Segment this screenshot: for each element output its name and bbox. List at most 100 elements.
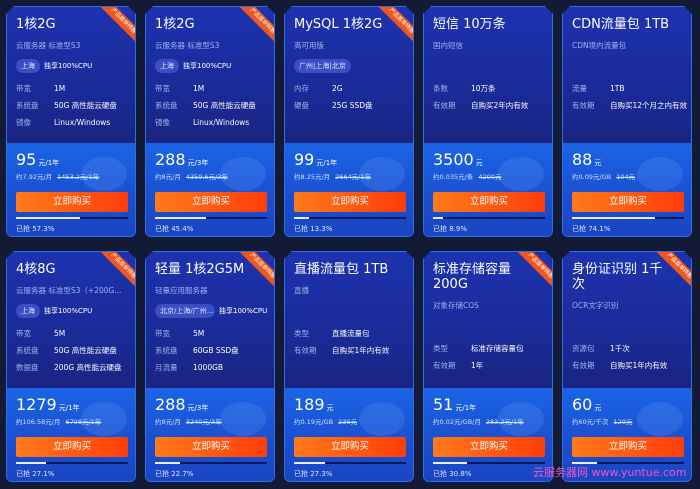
unit-price: 约7.92元/月 1453.2元/1年	[16, 173, 100, 181]
spec-value: 60GB SSD盘	[193, 346, 239, 355]
original-price: 6798元/1年	[65, 418, 102, 426]
original-price: 2664元/1年	[335, 173, 372, 181]
product-grid: 产品首单特惠 1核2G 云服务器 标准型S3 上海 独享100%CPU 带宽 1M 系统盘 50…	[6, 6, 692, 482]
spec-list: 类型 直播流量包 有效期 自购买1年内有效	[294, 322, 412, 356]
sold-progress-fill	[155, 462, 180, 464]
sold-percent: 已抢 22.7%	[155, 470, 194, 478]
region-tags	[294, 303, 412, 319]
buy-button[interactable]: 立即购买	[155, 437, 267, 457]
unit-price: 约0.09元/GB 104元	[572, 173, 636, 181]
product-card: CDN流量包 1TB CDN境内流量包 流量 1TB 有效期 自购买12个月之内有效 88 元…	[562, 6, 692, 237]
spec-row: 系统盘 50G 高性能云硬盘	[16, 100, 134, 111]
spec-label: 类型	[433, 344, 448, 353]
spec-row: 有效期 1年	[433, 360, 551, 371]
spec-value: 200G 高性能云硬盘	[54, 363, 122, 372]
spec-value: 标准存储容量包	[471, 344, 524, 353]
sold-percent: 已抢 13.3%	[294, 225, 333, 233]
price-unit: 元	[594, 404, 602, 412]
product-title: 短信 10万条	[433, 17, 506, 32]
original-price: 283.2元/1年	[485, 418, 524, 426]
buy-button[interactable]: 立即购买	[433, 192, 545, 212]
price: 95 元/1年	[16, 150, 59, 169]
spec-value: 1000GB	[193, 363, 224, 372]
buy-button[interactable]: 立即购买	[433, 437, 545, 457]
cloud-icon	[220, 157, 266, 191]
spec-label: 镜像	[16, 118, 31, 127]
region-tags	[433, 58, 551, 74]
sold-progress-bar	[155, 217, 267, 219]
sold-progress-fill	[433, 462, 467, 464]
product-card: 产品首单特惠 MySQL 1核2G 高可用版 广州|上海|北京 内存 2G 硬盘 25G SS…	[284, 6, 414, 237]
product-subtitle: OCR文字识别	[572, 301, 619, 310]
spec-row: 系统盘 50G 高性能云硬盘	[155, 100, 273, 111]
spec-row: 类型 直播流量包	[294, 328, 412, 339]
region-tags	[572, 58, 690, 74]
spec-value: 自购买12个月之内有效	[610, 101, 688, 110]
watermark: 云服务器网 www.yuntue.com	[533, 466, 687, 479]
buy-button[interactable]: 立即购买	[572, 192, 684, 212]
region-tag[interactable]: 上海	[16, 304, 40, 318]
region-tag[interactable]: 北京/上海/广州...	[155, 304, 215, 318]
unit-price: 约106.58元/月 6798元/1年	[16, 418, 102, 426]
buy-button[interactable]: 立即购买	[155, 192, 267, 212]
unit-price: 约8元/月 3240元/3年	[155, 418, 222, 426]
region-tag[interactable]: 广州|上海|北京	[294, 59, 351, 73]
region-tags: 北京/上海/广州... 独享100%CPU	[155, 303, 273, 319]
unit-price: 约8.25元/月 2664元/1年	[294, 173, 372, 181]
spec-value: 2G	[332, 84, 343, 93]
sold-progress-fill	[572, 217, 655, 219]
card-header: 短信 10万条 国内短信 条数 10万条 有效期 自购买2年内有效	[433, 17, 551, 111]
product-title: 直播流量包 1TB	[294, 262, 389, 277]
cloud-icon	[359, 157, 405, 191]
price-unit: 元/1年	[316, 159, 338, 167]
spec-list: 条数 10万条 有效期 自购买2年内有效	[433, 77, 551, 111]
buy-button[interactable]: 立即购买	[16, 192, 128, 212]
price-amount: 60	[572, 395, 593, 414]
unit-price: 约60元/千次 120元	[572, 418, 633, 426]
cpu-note: 独享100%CPU	[219, 307, 268, 315]
price: 88 元	[572, 150, 601, 169]
card-header: 1核2G 云服务器 标准型S3 上海 独享100%CPU 带宽 1M 系统盘 50G 高性能云…	[16, 17, 134, 128]
product-subtitle: 云服务器 标准型S3	[155, 41, 220, 50]
price-panel	[146, 143, 274, 236]
spec-row: 资源包 1千次	[572, 343, 690, 354]
product-title: CDN流量包 1TB	[572, 17, 670, 32]
spec-label: 镜像	[155, 118, 170, 127]
cloud-icon	[81, 157, 127, 191]
sold-progress-bar	[433, 462, 545, 464]
spec-label: 系统盘	[155, 346, 178, 355]
product-card: 产品首单特惠 轻量 1核2G5M 轻量应用服务器 北京/上海/广州... 独享100%C…	[145, 251, 275, 482]
spec-row: 条数 10万条	[433, 83, 551, 94]
spec-label: 资源包	[572, 344, 595, 353]
spec-label: 有效期	[572, 361, 595, 370]
spec-list: 带宽 1M 系统盘 50G 高性能云硬盘 镜像 Linux/Windows	[16, 77, 134, 128]
sold-progress-bar	[294, 217, 406, 219]
cloud-icon	[359, 402, 405, 436]
region-tags	[572, 318, 690, 334]
price-unit: 元/1年	[38, 159, 60, 167]
spec-value: 自购买1年内有效	[332, 346, 390, 355]
region-tag[interactable]: 上海	[155, 59, 179, 73]
original-price: 4200元	[478, 173, 502, 181]
spec-value: 自购买2年内有效	[471, 101, 529, 110]
spec-value: 50G 高性能云硬盘	[193, 101, 256, 110]
buy-button[interactable]: 立即购买	[294, 437, 406, 457]
spec-row: 数据盘 200G 高性能云硬盘	[16, 362, 134, 373]
product-title: 轻量 1核2G5M	[155, 262, 245, 277]
buy-button[interactable]: 立即购买	[294, 192, 406, 212]
product-card: 直播流量包 1TB 直播 类型 直播流量包 有效期 自购买1年内有效 189 元约0.19元/…	[284, 251, 414, 482]
spec-row: 镜像 Linux/Windows	[16, 117, 134, 128]
buy-button[interactable]: 立即购买	[16, 437, 128, 457]
unit-price: 约8元/月 4359.6元/3年	[155, 173, 228, 181]
product-title: 身份证识别 1千次	[572, 262, 663, 292]
sold-progress-fill	[155, 217, 206, 219]
product-card: 产品首单特惠 标准存储容量 200G 对象存储COS 类型 标准存储容量包 有效期 1年 51…	[423, 251, 553, 482]
spec-value: 1M	[193, 84, 205, 93]
region-tag[interactable]: 上海	[16, 59, 40, 73]
buy-button[interactable]: 立即购买	[572, 437, 684, 457]
sold-percent: 已抢 74.1%	[572, 225, 611, 233]
price-amount: 189	[294, 395, 325, 414]
card-header: 1核2G 云服务器 标准型S3 上海 独享100%CPU 带宽 1M 系统盘 50G 高性能云…	[155, 17, 273, 128]
spec-list: 带宽 5M 系统盘 50G 高性能云硬盘 数据盘 200G 高性能云硬盘	[16, 322, 134, 373]
region-tags: 上海 独享100%CPU	[16, 58, 134, 74]
